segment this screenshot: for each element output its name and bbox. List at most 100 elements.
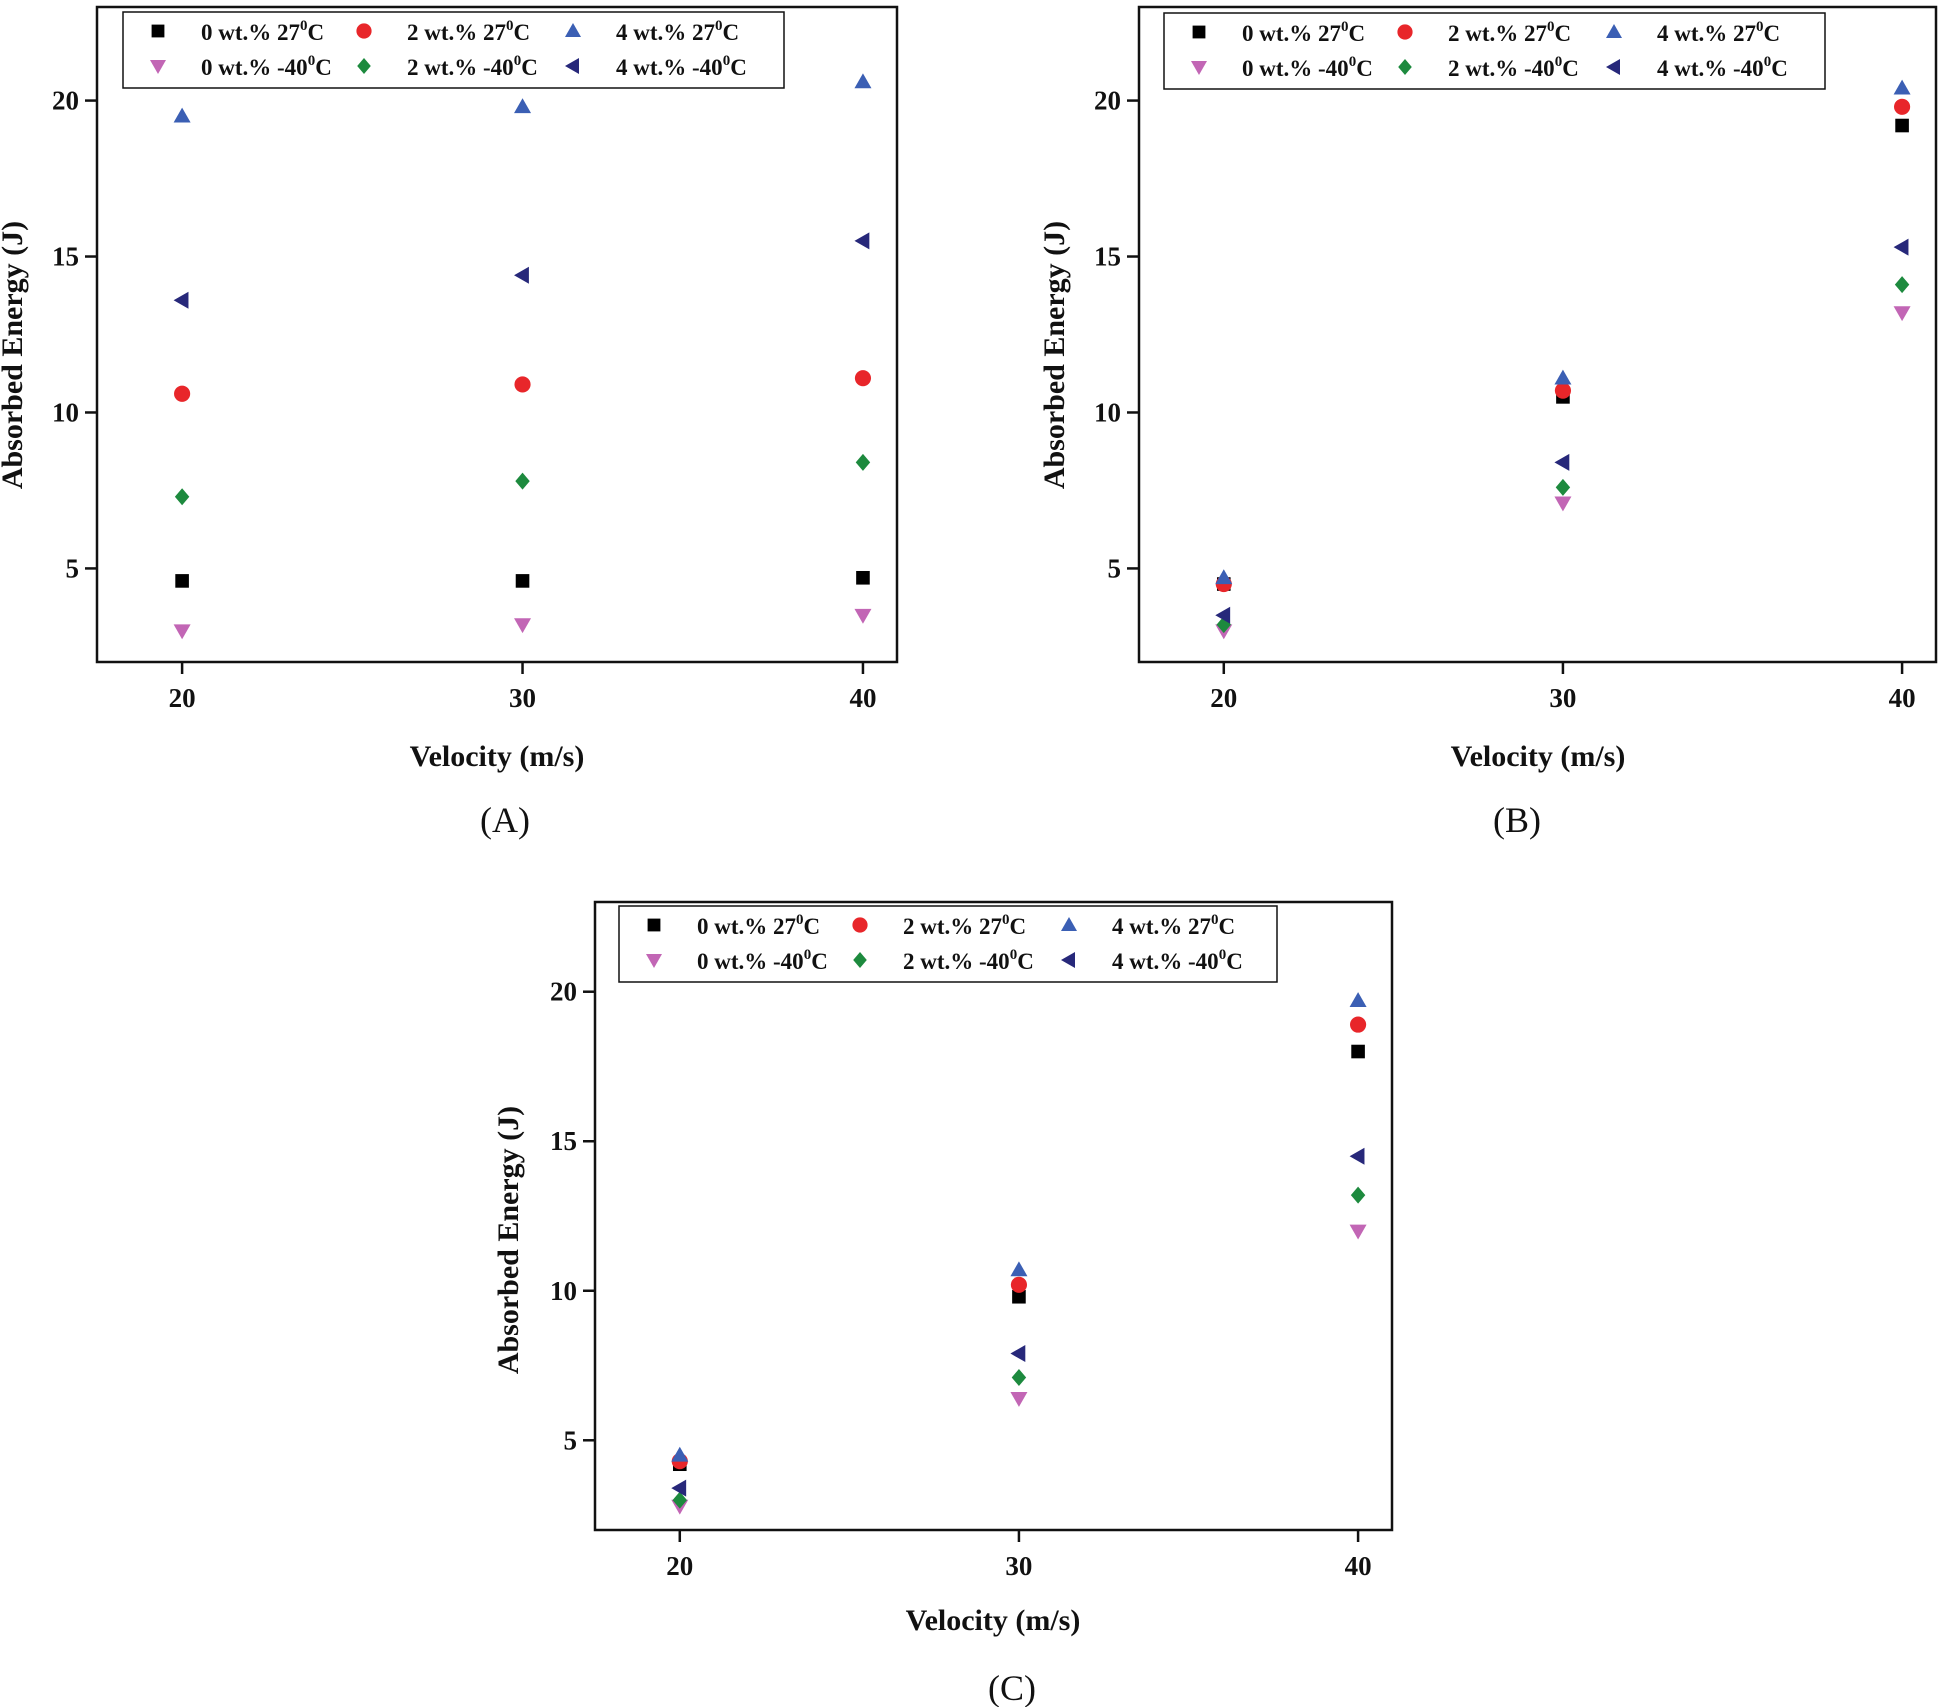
x-tick-label: 30 <box>509 683 536 713</box>
y-tick-label: 15 <box>550 1126 577 1156</box>
data-point-s4 <box>173 624 191 640</box>
legend-label-s1: 0 wt.% 270C <box>201 18 324 45</box>
data-point-s2 <box>1554 382 1572 399</box>
legend-label-main: 2 wt.% -40 <box>1448 56 1555 81</box>
data-point-s4 <box>1554 496 1572 512</box>
legend-label-main: 0 wt.% 27 <box>697 914 796 939</box>
legend-label-end: C <box>315 55 332 80</box>
ticks-group <box>583 990 1360 1542</box>
y-tick-label: 10 <box>1094 397 1121 427</box>
plot-frame <box>593 900 1394 1532</box>
legend-label-sup: 0 <box>1349 54 1357 70</box>
y-tick-label: 10 <box>52 397 79 427</box>
legend-label-end: C <box>1226 949 1243 974</box>
legend-label-end: C <box>1349 21 1366 46</box>
panel-label: (A) <box>480 800 530 840</box>
data-point-s1 <box>515 574 530 588</box>
legend-marker-s6 <box>1606 59 1620 75</box>
legend-label-sup: 0 <box>715 18 723 34</box>
legend-marker-s4 <box>1191 61 1207 75</box>
legend-marker-s2 <box>852 917 868 933</box>
legend-label-s5: 2 wt.% -400C <box>903 947 1034 974</box>
data-point-s5 <box>1350 1186 1366 1204</box>
x-tick-label: 40 <box>849 683 876 713</box>
legend-label-main: 0 wt.% -40 <box>697 949 804 974</box>
legend-label-s6: 4 wt.% -400C <box>616 53 747 80</box>
legend-marker-s5 <box>1398 59 1412 75</box>
data-point-s6 <box>1010 1345 1026 1363</box>
data-marks-group <box>1215 79 1911 640</box>
data-point-s1 <box>1351 1044 1365 1059</box>
legend-label-sup: 0 <box>506 18 514 34</box>
y-tick-label: 10 <box>550 1276 577 1306</box>
legend-label-s3: 4 wt.% 270C <box>1112 912 1235 939</box>
legend-label-s3: 4 wt.% 270C <box>1657 19 1780 46</box>
legend-label-sup: 0 <box>1211 912 1219 928</box>
y-tick-label: 5 <box>564 1425 578 1455</box>
data-point-s1 <box>856 570 870 585</box>
legend-label-s6: 4 wt.% -400C <box>1657 54 1788 81</box>
x-tick-label: 40 <box>1345 1551 1372 1581</box>
legend-label-s2: 2 wt.% 270C <box>903 912 1026 939</box>
data-point-s4 <box>514 618 532 634</box>
legend-label-end: C <box>514 20 531 45</box>
y-tick-label: 5 <box>66 553 80 583</box>
data-point-s3 <box>1554 369 1572 385</box>
x-tick-label: 20 <box>666 1551 693 1581</box>
legend-label-end: C <box>1562 56 1579 81</box>
tick-labels-group: 20 30 40 5 10 15 20 <box>550 977 1372 1581</box>
x-tick-label: 30 <box>1005 1551 1032 1581</box>
tick-labels-group: 20 30 40 5 10 15 20 <box>52 86 876 713</box>
legend-label-main: 2 wt.% -40 <box>903 949 1010 974</box>
legend-label-sup: 0 <box>300 18 308 34</box>
y-axis-title: Absorbed Energy (J) <box>0 221 29 489</box>
legend-box <box>1163 12 1826 90</box>
data-point-s5 <box>672 1491 688 1509</box>
data-point-s4 <box>1010 1392 1028 1407</box>
legend-marker-s5 <box>853 952 867 968</box>
x-axis-title: Velocity (m/s) <box>1451 740 1626 773</box>
data-point-s6 <box>514 266 529 284</box>
legend-box <box>122 11 785 89</box>
legend-label-end: C <box>1356 56 1373 81</box>
data-point-s3 <box>1215 569 1233 585</box>
x-tick-label: 20 <box>1210 683 1237 713</box>
legend-marker-s2 <box>1397 24 1413 40</box>
legend-label-end: C <box>1010 914 1027 939</box>
data-point-s3 <box>671 1446 689 1462</box>
data-point-s2 <box>514 376 531 393</box>
data-point-s5 <box>515 472 530 490</box>
legend-marker-s2 <box>356 23 372 39</box>
data-point-s1 <box>1012 1289 1026 1304</box>
legend-label-s6: 4 wt.% -400C <box>1112 947 1243 974</box>
legend-label-s4: 0 wt.% -400C <box>1242 54 1373 81</box>
legend-label-sup: 0 <box>514 53 522 69</box>
legend-marker-s4 <box>646 954 662 968</box>
y-tick-label: 20 <box>1094 86 1121 116</box>
ticks-group <box>1127 99 1904 674</box>
legend-label-sup: 0 <box>1555 54 1563 70</box>
legend-label-end: C <box>308 20 325 45</box>
data-point-s6 <box>671 1479 687 1497</box>
y-tick-label: 15 <box>52 242 79 272</box>
legend-label-main: 2 wt.% 27 <box>903 914 1002 939</box>
panel-label: (B) <box>1493 800 1541 840</box>
legend-marker-s3 <box>1061 917 1077 931</box>
data-point-s4 <box>1893 306 1911 322</box>
legend-label-s4: 0 wt.% -400C <box>201 53 332 80</box>
legend-label-end: C <box>730 55 747 80</box>
y-tick-label: 20 <box>550 977 577 1007</box>
y-tick-label: 20 <box>52 86 79 116</box>
data-point-s6 <box>854 232 870 250</box>
data-point-s1 <box>1895 118 1909 133</box>
legend-label-sup: 0 <box>1756 19 1764 35</box>
y-axis-title: Absorbed Energy (J) <box>1038 221 1071 489</box>
legend-label-main: 4 wt.% 27 <box>616 20 715 45</box>
legend-label-main: 0 wt.% -40 <box>201 55 308 80</box>
legend-label-main: 0 wt.% 27 <box>1242 21 1341 46</box>
legend-label-sup: 0 <box>723 53 731 69</box>
data-point-s5 <box>1894 276 1910 294</box>
data-point-s3 <box>173 107 191 123</box>
